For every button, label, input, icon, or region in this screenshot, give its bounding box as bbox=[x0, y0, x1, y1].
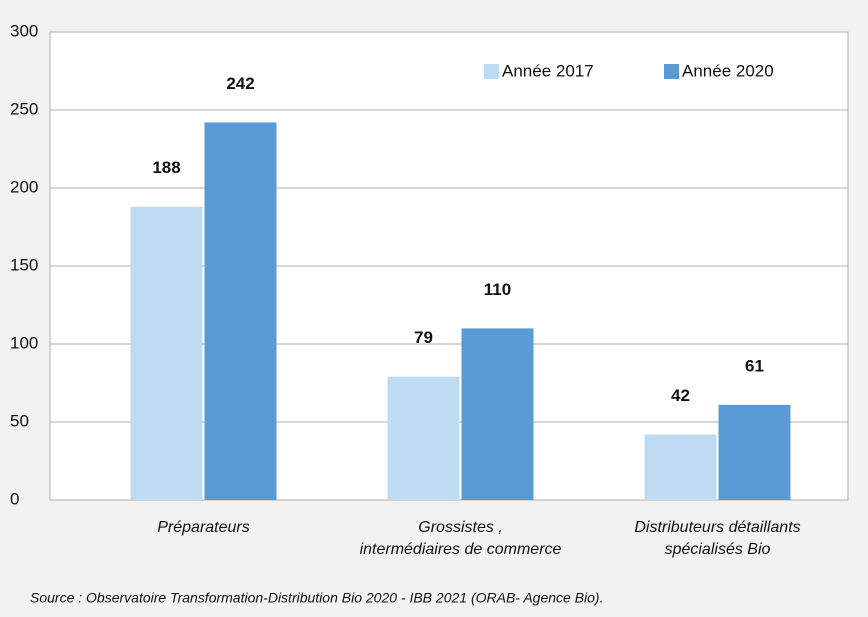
source: Source : Observatoire Transformation-Dis… bbox=[30, 590, 603, 606]
bar bbox=[644, 434, 717, 500]
value-label: 188 bbox=[152, 158, 180, 177]
value-label: 242 bbox=[226, 74, 254, 93]
legend-label: Année 2017 bbox=[502, 61, 594, 80]
value-label: 42 bbox=[671, 386, 690, 405]
bar bbox=[461, 328, 534, 500]
bar bbox=[718, 404, 791, 500]
value-label: 79 bbox=[414, 328, 433, 347]
y-tick-label: 0 bbox=[10, 489, 19, 508]
legend-swatch bbox=[484, 64, 499, 79]
y-tick-label: 300 bbox=[10, 21, 38, 40]
bar bbox=[387, 376, 460, 500]
bar bbox=[130, 206, 203, 500]
y-tick-label: 200 bbox=[10, 177, 38, 196]
x-tick-label: Grossistes , intermédiaires de commerce bbox=[360, 519, 562, 558]
x-tick-label: Distributeurs détaillants spécialisés Bio bbox=[634, 519, 800, 558]
y-tick-label: 250 bbox=[10, 99, 38, 118]
x-tick-label: Préparateurs bbox=[157, 519, 250, 536]
legend-swatch bbox=[664, 64, 679, 79]
value-label: 61 bbox=[745, 356, 764, 375]
y-tick-label: 100 bbox=[10, 333, 38, 352]
bar bbox=[204, 122, 277, 500]
legend-label: Année 2020 bbox=[682, 61, 774, 80]
value-label: 110 bbox=[484, 280, 511, 299]
y-tick-label: 150 bbox=[10, 255, 38, 274]
y-tick-label: 50 bbox=[10, 411, 29, 430]
